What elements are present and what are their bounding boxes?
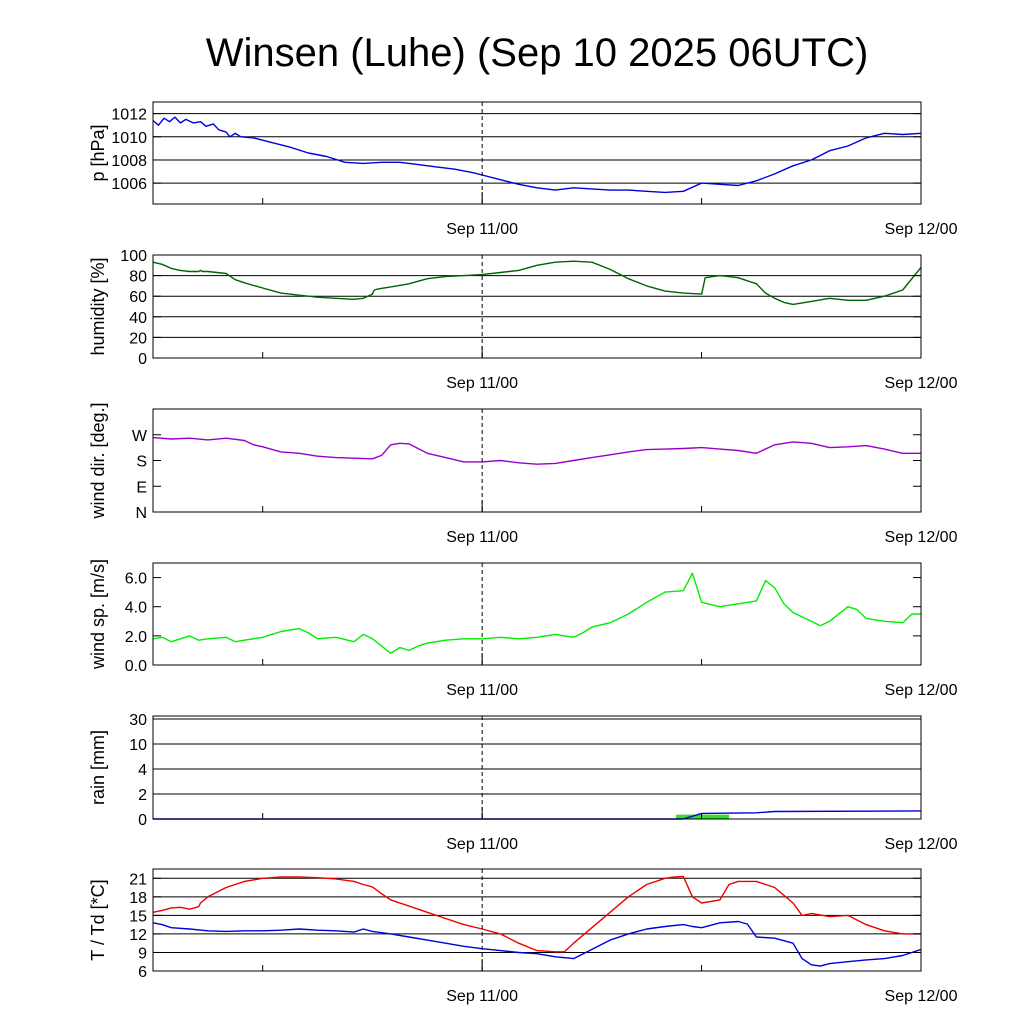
y-tick-label: 15 <box>129 908 147 925</box>
y-tick-label: 4.0 <box>125 600 147 617</box>
y-tick-label: 40 <box>129 310 147 327</box>
y-tick-label: 18 <box>129 890 147 907</box>
series-wind-direction <box>152 436 921 465</box>
y-tick-label: 4 <box>138 762 147 779</box>
x-tick-label: Sep 12/00 <box>885 836 958 853</box>
panel-wind_speed: 0.0 2.0 4.0 6.0 Sep 11/00 Sep 12/00 wind sp. [… <box>88 559 958 699</box>
y-tick-label: 2.0 <box>125 629 147 646</box>
series-temperature <box>152 875 921 953</box>
y-tick-label: 12 <box>129 927 147 944</box>
y-axis-label: wind dir. [deg.] <box>88 402 108 519</box>
y-tick-label: W <box>132 428 148 445</box>
y-axis-label: T / Td [*C] <box>88 879 108 960</box>
panel-frame <box>152 408 922 513</box>
y-tick-label: 6 <box>138 964 147 981</box>
y-tick-label: 6.0 <box>125 571 147 588</box>
y-axis-label: p [hPa] <box>88 124 108 181</box>
y-tick-label: 30 <box>129 712 147 729</box>
panel-humidity: 0 20 40 60 80 100 Sep 11/00 Sep 12/00 humidity [… <box>88 248 958 392</box>
y-tick-label: 1012 <box>111 107 147 124</box>
y-tick-label: 9 <box>138 945 147 962</box>
y-tick-label: E <box>136 479 147 496</box>
y-tick-label: 21 <box>129 871 147 888</box>
x-tick-label: Sep 12/00 <box>885 988 958 1005</box>
panel-frame <box>152 715 922 820</box>
y-tick-label: 20 <box>129 330 147 347</box>
y-tick-label: S <box>136 454 147 471</box>
y-tick-label: 2 <box>138 787 147 804</box>
series-wind-speed <box>152 572 921 654</box>
series-relative-humidity <box>152 260 922 306</box>
x-tick-label: Sep 12/00 <box>885 221 958 238</box>
chart-title: Winsen (Luhe) (Sep 10 2025 06UTC) <box>206 31 869 75</box>
x-tick-label: Sep 11/00 <box>446 988 518 1005</box>
panel-frame <box>152 562 922 666</box>
panel-frame <box>152 254 922 359</box>
y-tick-label: 80 <box>129 269 147 286</box>
x-tick-label: Sep 11/00 <box>446 529 518 546</box>
x-tick-label: Sep 11/00 <box>446 221 518 238</box>
y-tick-label: 100 <box>120 248 147 265</box>
y-tick-label: 0 <box>138 351 147 368</box>
panel-frame <box>152 101 922 205</box>
series-accumulated-precipitation <box>153 810 922 820</box>
y-tick-label: 60 <box>129 289 147 306</box>
panel-rain: 0 2 4 10 30 Sep 11/00 Sep 12/00 rain [mm] <box>88 712 958 853</box>
y-axis-label: wind sp. [m/s] <box>88 559 108 670</box>
series-pressure <box>152 116 922 194</box>
panel-frame <box>152 868 922 972</box>
x-tick-label: Sep 12/00 <box>885 682 958 699</box>
y-axis-label: rain [mm] <box>88 730 108 805</box>
y-tick-label: 0.0 <box>125 658 147 675</box>
series-dew-point <box>152 920 922 967</box>
x-tick-label: Sep 12/00 <box>885 375 958 392</box>
x-tick-label: Sep 12/00 <box>885 529 958 546</box>
y-tick-label: 1006 <box>111 176 147 193</box>
y-tick-label: 10 <box>129 737 147 754</box>
x-tick-label: Sep 11/00 <box>446 682 518 699</box>
y-axis-label: humidity [%] <box>88 257 108 355</box>
y-tick-label: N <box>135 505 147 522</box>
y-tick-label: 1008 <box>111 153 147 170</box>
panel-pressure: 1006 1008 1010 1012 Sep 11/00 Sep 12/00 p [hPa… <box>88 101 958 238</box>
x-tick-label: Sep 11/00 <box>446 836 518 853</box>
x-tick-label: Sep 11/00 <box>446 375 518 392</box>
y-tick-label: 0 <box>138 812 147 829</box>
y-tick-label: 1010 <box>111 130 147 147</box>
rain-bar <box>675 814 729 819</box>
